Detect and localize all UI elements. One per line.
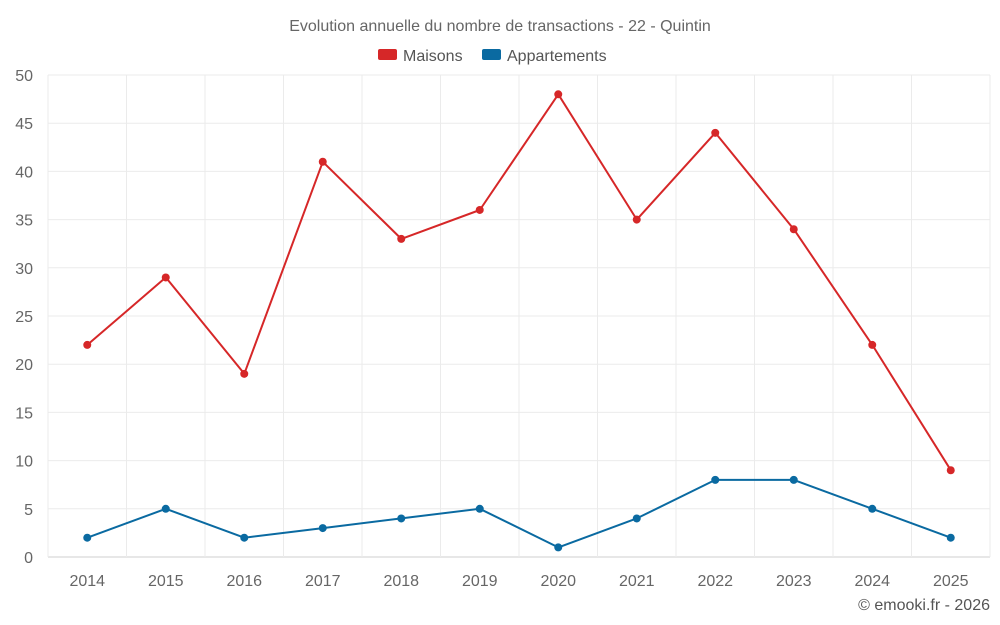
- data-point-appartements-2020[interactable]: [554, 543, 563, 552]
- legend-swatch-appartements: [482, 49, 501, 60]
- data-point-appartements-2014[interactable]: [83, 533, 92, 542]
- data-point-maisons-2015[interactable]: [161, 273, 170, 282]
- data-point-appartements-2021[interactable]: [632, 514, 641, 523]
- data-point-appartements-2017[interactable]: [318, 524, 327, 533]
- gridlines: [47, 74, 991, 558]
- data-point-maisons-2020[interactable]: [554, 90, 563, 99]
- legend: Maisons Appartements: [378, 48, 607, 65]
- x-axis-ticks: 2014 2015 2016 2017 2018 2019 2020 2021 2022 2023…: [69, 573, 968, 590]
- y-tick-label: 20: [15, 357, 33, 374]
- x-tick-label: 2019: [462, 573, 498, 590]
- y-tick-label: 5: [24, 502, 33, 519]
- data-point-maisons-2019[interactable]: [475, 205, 484, 214]
- x-tick-label: 2014: [69, 573, 105, 590]
- data-point-appartements-2016[interactable]: [240, 533, 249, 542]
- data-point-maisons-2016[interactable]: [240, 369, 249, 378]
- y-tick-label: 25: [15, 309, 33, 326]
- credit-text: © emooki.fr - 2026: [858, 597, 990, 614]
- data-point-appartements-2019[interactable]: [475, 504, 484, 513]
- data-point-maisons-2014[interactable]: [83, 340, 92, 349]
- x-tick-label: 2022: [697, 573, 733, 590]
- data-point-maisons-2017[interactable]: [318, 157, 327, 166]
- y-tick-label: 15: [15, 405, 33, 422]
- y-tick-label: 30: [15, 261, 33, 278]
- x-tick-label: 2017: [305, 573, 341, 590]
- x-tick-label: 2021: [619, 573, 655, 590]
- series-line-maisons: [86, 93, 952, 471]
- series-line-appartements: [86, 478, 952, 549]
- data-point-maisons-2022[interactable]: [711, 128, 720, 137]
- data-point-appartements-2023[interactable]: [789, 475, 798, 484]
- data-point-maisons-2024[interactable]: [868, 340, 877, 349]
- data-point-appartements-2025[interactable]: [946, 533, 955, 542]
- data-point-maisons-2021[interactable]: [632, 215, 641, 224]
- data-point-appartements-2024[interactable]: [868, 504, 877, 513]
- data-point-maisons-2023[interactable]: [789, 225, 798, 234]
- y-axis-ticks: 0 5 10 15 20 25 30 35 40 45 50: [15, 68, 33, 567]
- series-layer: [83, 90, 955, 552]
- x-tick-label: 2023: [776, 573, 812, 590]
- data-point-maisons-2025[interactable]: [946, 466, 955, 475]
- data-point-appartements-2015[interactable]: [161, 504, 170, 513]
- data-point-maisons-2018[interactable]: [397, 234, 406, 243]
- x-tick-label: 2020: [540, 573, 576, 590]
- y-tick-label: 50: [15, 68, 33, 85]
- data-point-appartements-2022[interactable]: [711, 475, 720, 484]
- data-point-appartements-2018[interactable]: [397, 514, 406, 523]
- y-tick-label: 45: [15, 116, 33, 133]
- legend-label-maisons[interactable]: Maisons: [403, 48, 463, 65]
- y-tick-label: 35: [15, 213, 33, 230]
- y-tick-label: 40: [15, 164, 33, 181]
- x-tick-label: 2025: [933, 573, 969, 590]
- y-tick-label: 10: [15, 454, 33, 471]
- x-tick-label: 2015: [148, 573, 184, 590]
- legend-swatch-maisons: [378, 49, 397, 60]
- legend-label-appartements[interactable]: Appartements: [507, 48, 607, 65]
- x-tick-label: 2016: [226, 573, 262, 590]
- chart-title: Evolution annuelle du nombre de transact…: [289, 18, 711, 35]
- x-tick-label: 2018: [383, 573, 419, 590]
- y-tick-label: 0: [24, 550, 33, 567]
- x-tick-label: 2024: [854, 573, 890, 590]
